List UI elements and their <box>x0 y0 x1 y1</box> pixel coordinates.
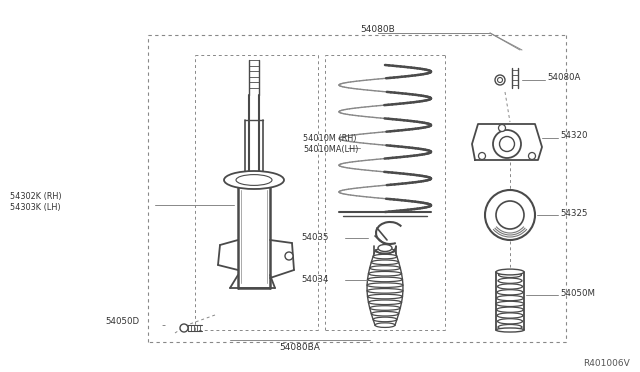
Ellipse shape <box>367 277 403 282</box>
Ellipse shape <box>499 137 515 151</box>
Text: R401006V: R401006V <box>583 359 630 368</box>
Ellipse shape <box>497 307 524 312</box>
Text: 54035: 54035 <box>301 232 329 241</box>
Ellipse shape <box>497 313 523 318</box>
Text: 54050D: 54050D <box>106 317 140 327</box>
Ellipse shape <box>367 294 403 299</box>
Text: 54080A: 54080A <box>547 74 580 83</box>
Text: 54325: 54325 <box>560 208 588 218</box>
Text: 54080BA: 54080BA <box>280 343 321 353</box>
Ellipse shape <box>497 77 502 83</box>
Text: 54050M: 54050M <box>560 289 595 298</box>
Ellipse shape <box>371 260 399 264</box>
Ellipse shape <box>497 319 522 324</box>
Ellipse shape <box>485 190 535 240</box>
Ellipse shape <box>375 323 395 327</box>
Ellipse shape <box>370 266 400 270</box>
Ellipse shape <box>371 311 399 316</box>
Ellipse shape <box>367 289 403 293</box>
Ellipse shape <box>373 254 397 259</box>
Ellipse shape <box>370 306 400 310</box>
Text: 54320: 54320 <box>560 131 588 141</box>
Ellipse shape <box>224 171 284 189</box>
Ellipse shape <box>378 244 392 251</box>
Ellipse shape <box>529 153 536 160</box>
Ellipse shape <box>367 283 403 288</box>
Ellipse shape <box>499 272 522 278</box>
Text: 54080B: 54080B <box>360 26 396 35</box>
Ellipse shape <box>498 324 522 330</box>
Ellipse shape <box>497 290 523 295</box>
Ellipse shape <box>479 153 486 160</box>
Ellipse shape <box>496 201 524 229</box>
Ellipse shape <box>497 284 522 289</box>
Text: 54034: 54034 <box>301 275 329 283</box>
Ellipse shape <box>497 295 524 301</box>
Ellipse shape <box>496 328 524 332</box>
Ellipse shape <box>496 301 524 307</box>
Ellipse shape <box>493 130 521 158</box>
Ellipse shape <box>285 252 293 260</box>
Ellipse shape <box>236 174 272 185</box>
Ellipse shape <box>369 300 401 305</box>
Ellipse shape <box>498 278 522 283</box>
Ellipse shape <box>375 248 395 253</box>
Ellipse shape <box>499 125 506 131</box>
Ellipse shape <box>369 272 401 276</box>
Text: 54010M (RH)
54010MA(LH): 54010M (RH) 54010MA(LH) <box>303 134 358 154</box>
Ellipse shape <box>496 269 524 275</box>
Ellipse shape <box>373 317 397 322</box>
Ellipse shape <box>180 324 188 332</box>
Text: 54302K (RH)
54303K (LH): 54302K (RH) 54303K (LH) <box>10 192 61 212</box>
Ellipse shape <box>495 75 505 85</box>
